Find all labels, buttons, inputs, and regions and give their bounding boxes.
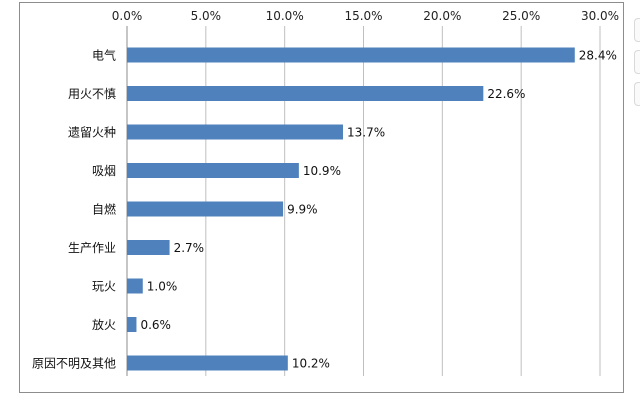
bar	[127, 355, 288, 371]
category-label: 自燃	[92, 202, 116, 217]
x-tick-label: 15.0%	[344, 9, 382, 23]
data-label: 22.6%	[487, 87, 525, 101]
bar	[127, 201, 284, 217]
data-label: 10.2%	[292, 357, 330, 371]
data-label: 2.7%	[174, 241, 205, 255]
x-axis-ticks: 0.0% 5.0% 10.0% 15.0% 20.0% 25.0% 30.0%	[112, 9, 619, 23]
x-tick-label: 30.0%	[581, 9, 619, 23]
bar	[127, 163, 299, 178]
x-tick-label: 0.0%	[112, 9, 143, 23]
category-label: 用火不慎	[68, 87, 116, 101]
side-panel-tab	[634, 82, 640, 106]
data-label: 0.6%	[140, 318, 171, 332]
category-label: 放火	[92, 317, 116, 332]
category-label: 电气	[92, 48, 116, 63]
category-label: 生产作业	[68, 241, 116, 255]
bar	[127, 317, 137, 332]
data-label: 9.9%	[287, 203, 318, 217]
x-tick-label: 20.0%	[423, 9, 461, 23]
bar	[127, 124, 344, 140]
x-tick-label: 10.0%	[266, 9, 304, 23]
category-label: 玩火	[92, 280, 116, 294]
data-label: 10.9%	[303, 164, 341, 178]
chart-frame	[19, 2, 624, 393]
category-label: 原因不明及其他	[32, 357, 116, 371]
x-tick-label: 5.0%	[191, 9, 222, 23]
data-label: 28.4%	[579, 49, 617, 63]
bar	[127, 86, 484, 101]
data-label: 1.0%	[147, 280, 178, 294]
x-tick-label: 25.0%	[502, 9, 540, 23]
bar	[127, 278, 143, 294]
category-label: 遗留火种	[68, 126, 116, 140]
grid-lines	[126, 26, 601, 376]
category-label: 吸烟	[92, 164, 116, 178]
value-labels: 28.4% 22.6% 13.7% 10.9% 9.9% 2.7% 1.0% 0.6% 10.2…	[140, 49, 616, 371]
side-panel-tab	[634, 18, 640, 42]
bar	[127, 240, 170, 255]
data-label: 13.7%	[347, 126, 385, 140]
bar	[127, 47, 575, 63]
bars	[127, 47, 575, 371]
side-panel-tab	[634, 50, 640, 74]
